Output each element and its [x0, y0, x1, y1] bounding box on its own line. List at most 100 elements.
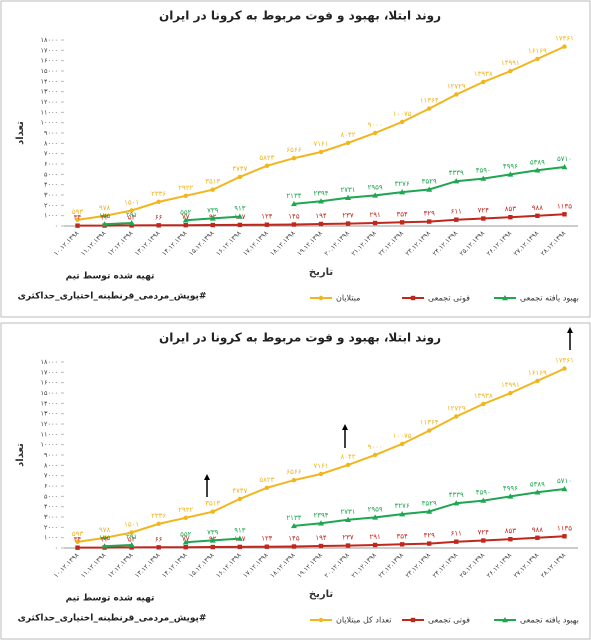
- marker: [128, 219, 135, 226]
- x-tick-label: ۲۰.۱۲.۱۳۹۸: [323, 229, 352, 258]
- y-tick-label: ۳۰۰۰: [44, 513, 58, 521]
- y-tick-label: ۴۰۰۰: [44, 503, 58, 511]
- x-tick-label: ۲۵.۱۲.۱۳۹۸: [458, 551, 487, 580]
- value-label: ۲۳۳۶: [151, 190, 166, 198]
- marker: [427, 219, 432, 224]
- marker: [209, 215, 216, 221]
- marker: [129, 223, 134, 228]
- y-tick-label: ۲۰۰۰: [44, 523, 58, 531]
- marker: [318, 198, 324, 204]
- marker: [210, 222, 215, 228]
- x-tick-label: ۲۶.۱۲.۱۳۹۸: [485, 229, 514, 258]
- marker: [182, 217, 189, 223]
- x-tick-label: ۲۸.۱۲.۱۳۹۸: [539, 551, 568, 580]
- marker: [534, 167, 541, 173]
- y-tick-label: ۲۰۰۰: [44, 201, 58, 209]
- y-tick-label: ۵۰۰۰: [44, 492, 58, 500]
- marker: [102, 535, 107, 541]
- value-label: ۸۰۴۲: [341, 453, 356, 461]
- value-label: ۳۵۱۳: [205, 178, 220, 186]
- marker: [508, 68, 513, 74]
- marker: [453, 500, 460, 506]
- value-label: ۷۳۹: [207, 206, 219, 214]
- value-label: ۵۳۸۹: [530, 480, 545, 488]
- value-label: ۱۶۱۶۹: [528, 369, 547, 377]
- value-label: ۷۷: [182, 535, 190, 543]
- marker: [264, 485, 270, 491]
- value-label: ۳۵۲۹: [422, 500, 437, 508]
- x-tick-label: ۱۲.۱۲.۱۳۹۸: [106, 229, 135, 258]
- y-tick-label: ۱۸۰۰۰: [41, 36, 58, 44]
- value-label: ۲۷۳۱: [341, 186, 356, 194]
- marker: [182, 539, 189, 545]
- legend-label: فوتی تجمعی: [428, 294, 470, 303]
- marker: [264, 222, 270, 227]
- x-tick-label: ۱۳.۱۲.۱۳۹۸: [133, 551, 162, 580]
- legend-marker: [410, 617, 416, 623]
- marker: [508, 214, 513, 220]
- value-label: ۲۱۳۴: [286, 514, 301, 522]
- value-label: ۵۳۸۹: [530, 158, 545, 166]
- value-label: ۴۳: [101, 214, 109, 222]
- value-label: ۴۲۹: [424, 532, 436, 540]
- x-tick-label: ۲۷.۱۲.۱۳۹۸: [512, 551, 541, 580]
- x-tick-label: ۲۳.۱۲.۱۳۹۸: [404, 229, 433, 258]
- x-tick-label: ۱۹.۱۲.۱۳۹۸: [295, 229, 324, 258]
- x-tick-label: ۲۷.۱۲.۱۳۹۸: [512, 229, 541, 258]
- marker: [481, 401, 486, 407]
- marker: [399, 441, 405, 447]
- value-label: ۵۷۱۰: [557, 477, 572, 485]
- marker: [75, 217, 80, 223]
- y-tick-label: ۵۰۰۰: [44, 170, 58, 178]
- value-label: ۹۷۸: [99, 526, 111, 534]
- x-tick-label: ۲۰.۱۲.۱۳۹۸: [323, 551, 352, 580]
- value-label: ۴۳: [101, 536, 109, 544]
- value-label: ۲۷۳۱: [341, 508, 356, 516]
- x-tick-label: ۲۱.۱۲.۱۳۹۸: [350, 551, 379, 580]
- x-tick-label: ۱۰.۱۲.۱۳۹۸: [52, 229, 81, 258]
- marker: [156, 223, 161, 228]
- value-label: ۷۷: [182, 213, 190, 221]
- marker: [75, 539, 80, 545]
- marker: [318, 471, 324, 477]
- value-label: ۱۷۵: [99, 212, 111, 220]
- marker: [399, 542, 405, 547]
- value-label: ۵۷۱۰: [557, 155, 572, 163]
- marker: [454, 539, 459, 544]
- value-label: ۶۶: [155, 213, 163, 221]
- value-label: ۱۱۳۶۴: [420, 97, 439, 105]
- value-label: ۷۱۶۱: [313, 140, 328, 148]
- marker: [481, 216, 486, 221]
- marker: [291, 477, 297, 483]
- x-tick-label: ۱۵.۱۲.۱۳۹۸: [187, 551, 216, 580]
- marker: [535, 213, 540, 218]
- value-label: ۹۱۳: [234, 527, 246, 535]
- x-tick-label: ۱۳.۱۲.۱۳۹۸: [133, 229, 162, 258]
- marker: [129, 208, 134, 213]
- marker: [210, 187, 215, 192]
- x-tick-label: ۱۱.۱۲.۱۳۹۸: [79, 551, 108, 580]
- value-label: ۹۷۸: [99, 204, 111, 212]
- marker: [345, 194, 352, 200]
- value-label: ۳۵۱۳: [205, 500, 220, 508]
- value-label: ۱۴۹۹۱: [501, 381, 520, 389]
- value-label: ۸۵۳: [505, 205, 517, 213]
- x-tick-label: ۱۷.۱۲.۱۳۹۸: [241, 229, 270, 258]
- value-label: ۲۹۱: [369, 211, 380, 219]
- x-tick-label: ۲۶.۱۲.۱۳۹۸: [485, 551, 514, 580]
- value-label: ۱۲۴: [261, 213, 273, 221]
- value-label: ۳۵۴: [397, 210, 409, 218]
- marker: [426, 186, 433, 192]
- x-axis-label: تاریخ: [309, 589, 333, 600]
- value-label: ۲۳۹۴: [313, 189, 328, 197]
- value-label: ۱۷۵: [99, 534, 111, 542]
- y-tick-label: ۳۰۰۰: [44, 191, 58, 199]
- marker: [75, 545, 80, 550]
- y-axis-label: تعداد: [15, 443, 26, 467]
- annotation-arrowhead: [204, 474, 210, 480]
- marker: [128, 541, 135, 548]
- y-tick-label: ۶۰۰۰: [44, 482, 58, 490]
- x-tick-label: ۲۴.۱۲.۱۳۹۸: [431, 551, 460, 580]
- value-label: ۱۶۱۶۹: [528, 47, 547, 55]
- value-label: ۹۱۳: [234, 205, 246, 213]
